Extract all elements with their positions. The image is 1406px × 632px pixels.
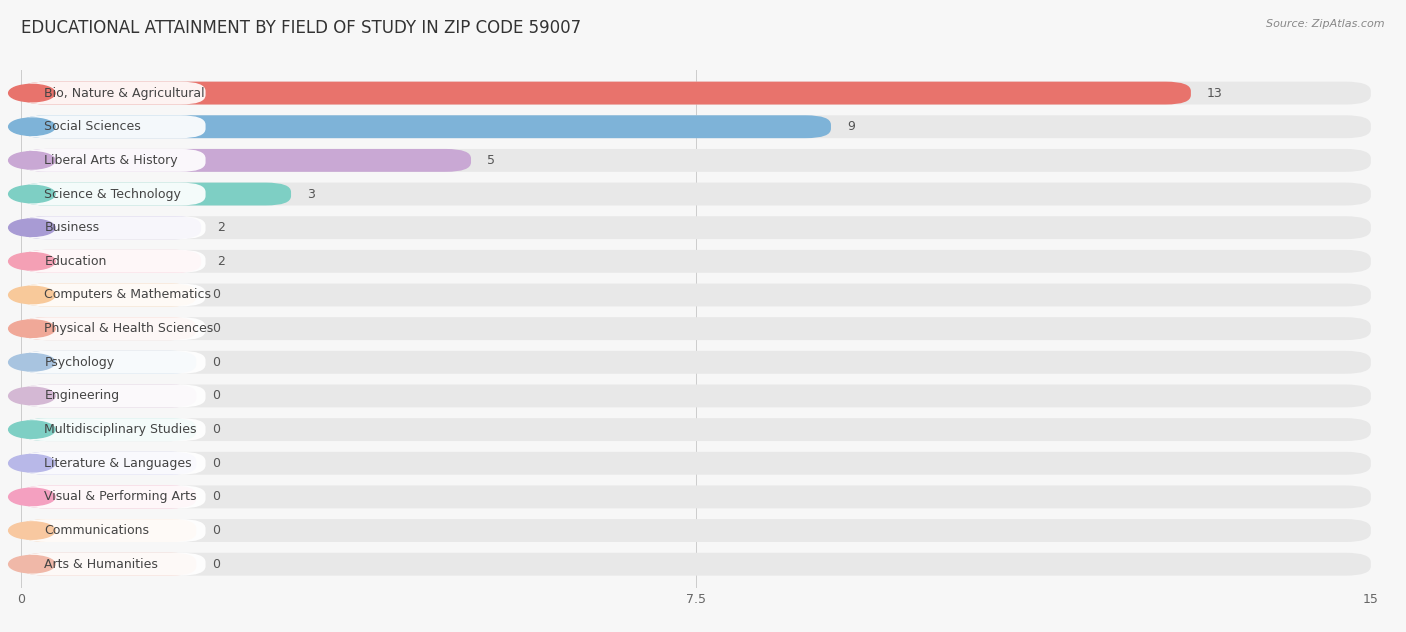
Text: 0: 0 xyxy=(212,457,221,470)
FancyBboxPatch shape xyxy=(21,452,205,475)
FancyBboxPatch shape xyxy=(21,82,1371,104)
FancyBboxPatch shape xyxy=(21,384,1371,408)
Text: 0: 0 xyxy=(212,524,221,537)
Circle shape xyxy=(8,85,55,102)
Text: Source: ZipAtlas.com: Source: ZipAtlas.com xyxy=(1267,19,1385,29)
Text: 0: 0 xyxy=(212,356,221,369)
Text: Communications: Communications xyxy=(45,524,149,537)
Text: Liberal Arts & History: Liberal Arts & History xyxy=(45,154,179,167)
Text: Visual & Performing Arts: Visual & Performing Arts xyxy=(45,490,197,504)
FancyBboxPatch shape xyxy=(21,149,471,172)
FancyBboxPatch shape xyxy=(21,384,197,408)
FancyBboxPatch shape xyxy=(21,519,205,542)
Text: EDUCATIONAL ATTAINMENT BY FIELD OF STUDY IN ZIP CODE 59007: EDUCATIONAL ATTAINMENT BY FIELD OF STUDY… xyxy=(21,19,581,37)
FancyBboxPatch shape xyxy=(21,115,205,138)
Text: Science & Technology: Science & Technology xyxy=(45,188,181,200)
FancyBboxPatch shape xyxy=(21,183,205,205)
Circle shape xyxy=(8,454,55,472)
FancyBboxPatch shape xyxy=(21,418,1371,441)
FancyBboxPatch shape xyxy=(21,284,1371,307)
FancyBboxPatch shape xyxy=(21,250,205,273)
Circle shape xyxy=(8,421,55,438)
Text: 3: 3 xyxy=(308,188,315,200)
FancyBboxPatch shape xyxy=(21,317,205,340)
FancyBboxPatch shape xyxy=(21,418,205,441)
Text: Education: Education xyxy=(45,255,107,268)
Text: 0: 0 xyxy=(212,389,221,403)
FancyBboxPatch shape xyxy=(21,452,1371,475)
FancyBboxPatch shape xyxy=(21,284,197,307)
Text: 9: 9 xyxy=(848,120,855,133)
Text: 2: 2 xyxy=(218,221,225,234)
Text: 0: 0 xyxy=(212,557,221,571)
Text: 0: 0 xyxy=(212,288,221,301)
FancyBboxPatch shape xyxy=(21,351,197,374)
FancyBboxPatch shape xyxy=(21,485,205,508)
FancyBboxPatch shape xyxy=(21,284,205,307)
Circle shape xyxy=(8,152,55,169)
Circle shape xyxy=(8,118,55,135)
FancyBboxPatch shape xyxy=(21,485,1371,508)
FancyBboxPatch shape xyxy=(21,317,1371,340)
Text: 2: 2 xyxy=(218,255,225,268)
FancyBboxPatch shape xyxy=(21,183,1371,205)
FancyBboxPatch shape xyxy=(21,351,205,374)
Text: 0: 0 xyxy=(212,490,221,504)
Circle shape xyxy=(8,522,55,539)
Text: Computers & Mathematics: Computers & Mathematics xyxy=(45,288,211,301)
FancyBboxPatch shape xyxy=(21,485,197,508)
FancyBboxPatch shape xyxy=(21,216,205,239)
Text: 5: 5 xyxy=(488,154,495,167)
FancyBboxPatch shape xyxy=(21,351,1371,374)
Circle shape xyxy=(8,387,55,404)
Text: Social Sciences: Social Sciences xyxy=(45,120,141,133)
Circle shape xyxy=(8,488,55,506)
FancyBboxPatch shape xyxy=(21,149,205,172)
FancyBboxPatch shape xyxy=(21,452,197,475)
Circle shape xyxy=(8,286,55,304)
Text: Bio, Nature & Agricultural: Bio, Nature & Agricultural xyxy=(45,87,205,100)
FancyBboxPatch shape xyxy=(21,553,1371,576)
Text: Arts & Humanities: Arts & Humanities xyxy=(45,557,159,571)
Circle shape xyxy=(8,556,55,573)
FancyBboxPatch shape xyxy=(21,384,205,408)
Text: Multidisciplinary Studies: Multidisciplinary Studies xyxy=(45,423,197,436)
Text: Psychology: Psychology xyxy=(45,356,115,369)
Circle shape xyxy=(8,353,55,371)
FancyBboxPatch shape xyxy=(21,183,291,205)
Circle shape xyxy=(8,253,55,270)
FancyBboxPatch shape xyxy=(21,317,197,340)
FancyBboxPatch shape xyxy=(21,149,1371,172)
FancyBboxPatch shape xyxy=(21,115,1371,138)
FancyBboxPatch shape xyxy=(21,216,1371,239)
FancyBboxPatch shape xyxy=(21,250,1371,273)
FancyBboxPatch shape xyxy=(21,418,197,441)
FancyBboxPatch shape xyxy=(21,115,831,138)
FancyBboxPatch shape xyxy=(21,216,201,239)
FancyBboxPatch shape xyxy=(21,553,197,576)
FancyBboxPatch shape xyxy=(21,553,205,576)
Text: Engineering: Engineering xyxy=(45,389,120,403)
Circle shape xyxy=(8,185,55,203)
FancyBboxPatch shape xyxy=(21,519,197,542)
Text: 0: 0 xyxy=(212,322,221,335)
Text: Physical & Health Sciences: Physical & Health Sciences xyxy=(45,322,214,335)
Text: Business: Business xyxy=(45,221,100,234)
Circle shape xyxy=(8,320,55,337)
Text: 13: 13 xyxy=(1208,87,1223,100)
Text: 0: 0 xyxy=(212,423,221,436)
FancyBboxPatch shape xyxy=(21,250,201,273)
Circle shape xyxy=(8,219,55,236)
FancyBboxPatch shape xyxy=(21,82,1191,104)
FancyBboxPatch shape xyxy=(21,519,1371,542)
Text: Literature & Languages: Literature & Languages xyxy=(45,457,193,470)
FancyBboxPatch shape xyxy=(21,82,205,104)
